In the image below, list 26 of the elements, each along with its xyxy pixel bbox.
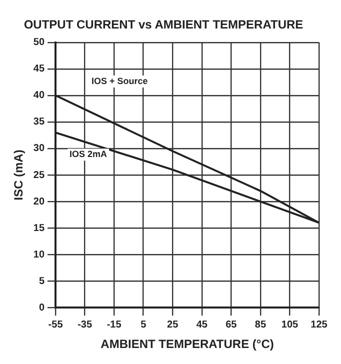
- series-label: IOS 2mA: [70, 149, 108, 160]
- x-tick-label: 125: [310, 319, 328, 330]
- y-tick-label: 5: [38, 276, 45, 287]
- x-tick-label: 5: [140, 319, 147, 330]
- y-tick-label: 45: [33, 64, 45, 75]
- y-tick-label: 50: [33, 37, 45, 48]
- y-tick-label: 10: [33, 249, 45, 260]
- y-tick-label: 15: [33, 222, 45, 234]
- y-tick-label: 40: [33, 90, 45, 102]
- x-tick-label: 65: [226, 319, 238, 330]
- y-tick-label: 35: [33, 116, 45, 128]
- x-tick-label: 45: [196, 319, 208, 330]
- x-tick-label: 105: [281, 319, 299, 330]
- y-axis-title: ISC (mA): [12, 150, 26, 200]
- x-tick-label: -15: [106, 319, 122, 330]
- x-tick-label: -35: [78, 319, 92, 330]
- x-tick-label: -55: [48, 319, 64, 330]
- y-tick-label: 20: [33, 196, 45, 208]
- text: IOS + Source: [92, 76, 148, 86]
- x-axis-title: AMBIENT TEMPERATURE (°C): [100, 337, 274, 352]
- chart-title: OUTPUT CURRENT vs AMBIENT TEMPERATURE: [24, 18, 304, 32]
- x-tick-label: 85: [254, 319, 266, 330]
- y-tick-label: 25: [33, 170, 45, 181]
- x-tick-label: 25: [167, 319, 179, 330]
- y-tick-label: 0: [38, 302, 45, 314]
- y-tick-label: 30: [33, 143, 45, 154]
